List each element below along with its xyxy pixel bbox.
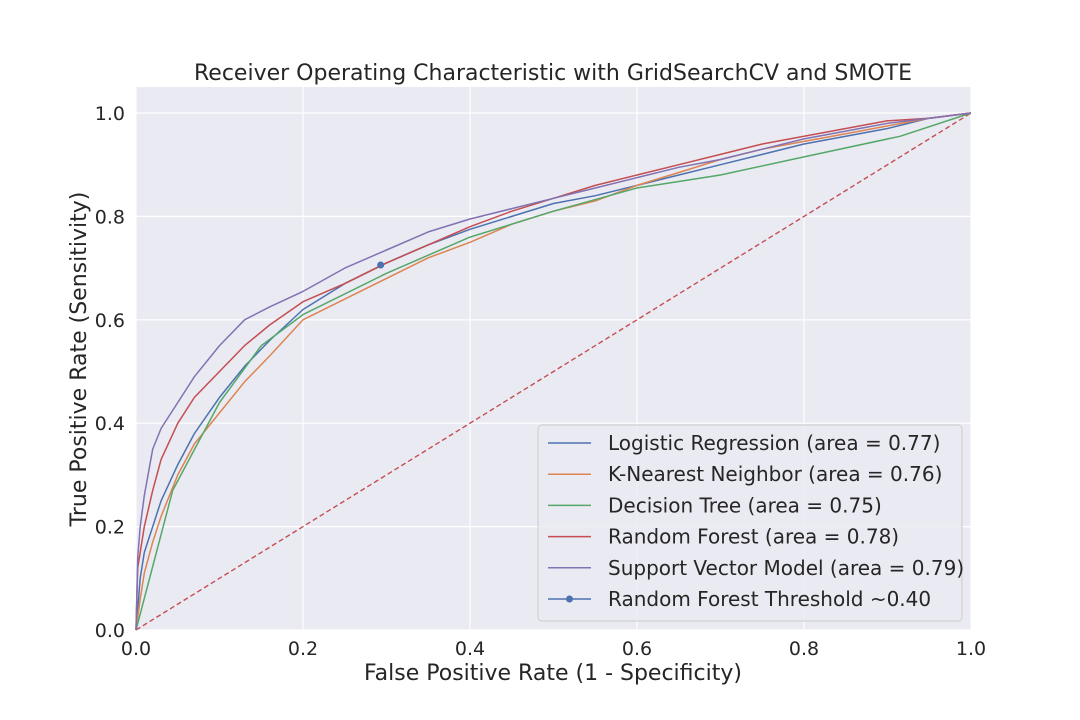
- legend-entry: K-Nearest Neighbor (area = 0.76): [608, 462, 942, 486]
- y-tick-label: 0.2: [95, 517, 125, 539]
- series-line-4: [135, 112, 972, 631]
- x-tick-labels: 0.0 0.2 0.4 0.6 0.8 1.0: [121, 638, 986, 660]
- y-axis-label: True Positive Rate (Sensitivity): [67, 192, 92, 528]
- legend: Logistic Regression (area = 0.77) K-Neare…: [537, 424, 964, 622]
- y-tick-label: 0.0: [95, 620, 125, 642]
- x-tick-label: 0.0: [121, 638, 151, 660]
- y-tick-label: 0.8: [95, 206, 125, 228]
- chart-title: Receiver Operating Characteristic with G…: [194, 61, 912, 86]
- series-line-3: [135, 112, 972, 631]
- reference-line: [135, 112, 972, 631]
- reference-diagonal: [135, 112, 972, 631]
- y-tick-label: 0.4: [95, 413, 125, 435]
- y-tick-labels: 0.0 0.2 0.4 0.6 0.8 1.0: [95, 103, 125, 642]
- legend-entry: Random Forest Threshold ~0.40: [608, 587, 931, 611]
- x-tick-label: 0.8: [789, 638, 819, 660]
- legend-entry: Support Vector Model (area = 0.79): [608, 556, 964, 580]
- x-tick-label: 1.0: [956, 638, 986, 660]
- series-lines: [135, 112, 972, 631]
- x-axis-label: False Positive Rate (1 - Specificity): [364, 661, 742, 686]
- legend-entry: Logistic Regression (area = 0.77): [608, 431, 940, 455]
- y-tick-label: 0.6: [95, 310, 125, 332]
- series-line-2: [135, 112, 972, 631]
- legend-box: [537, 424, 963, 622]
- x-tick-label: 0.6: [622, 638, 652, 660]
- threshold-marker: [377, 261, 385, 269]
- series-line-1: [135, 112, 972, 631]
- x-tick-label: 0.4: [455, 638, 485, 660]
- legend-entry: Decision Tree (area = 0.75): [608, 493, 882, 517]
- y-tick-label: 1.0: [95, 103, 125, 125]
- legend-marker: [566, 595, 573, 603]
- legend-entry: Random Forest (area = 0.78): [608, 525, 899, 549]
- x-tick-label: 0.2: [288, 638, 318, 660]
